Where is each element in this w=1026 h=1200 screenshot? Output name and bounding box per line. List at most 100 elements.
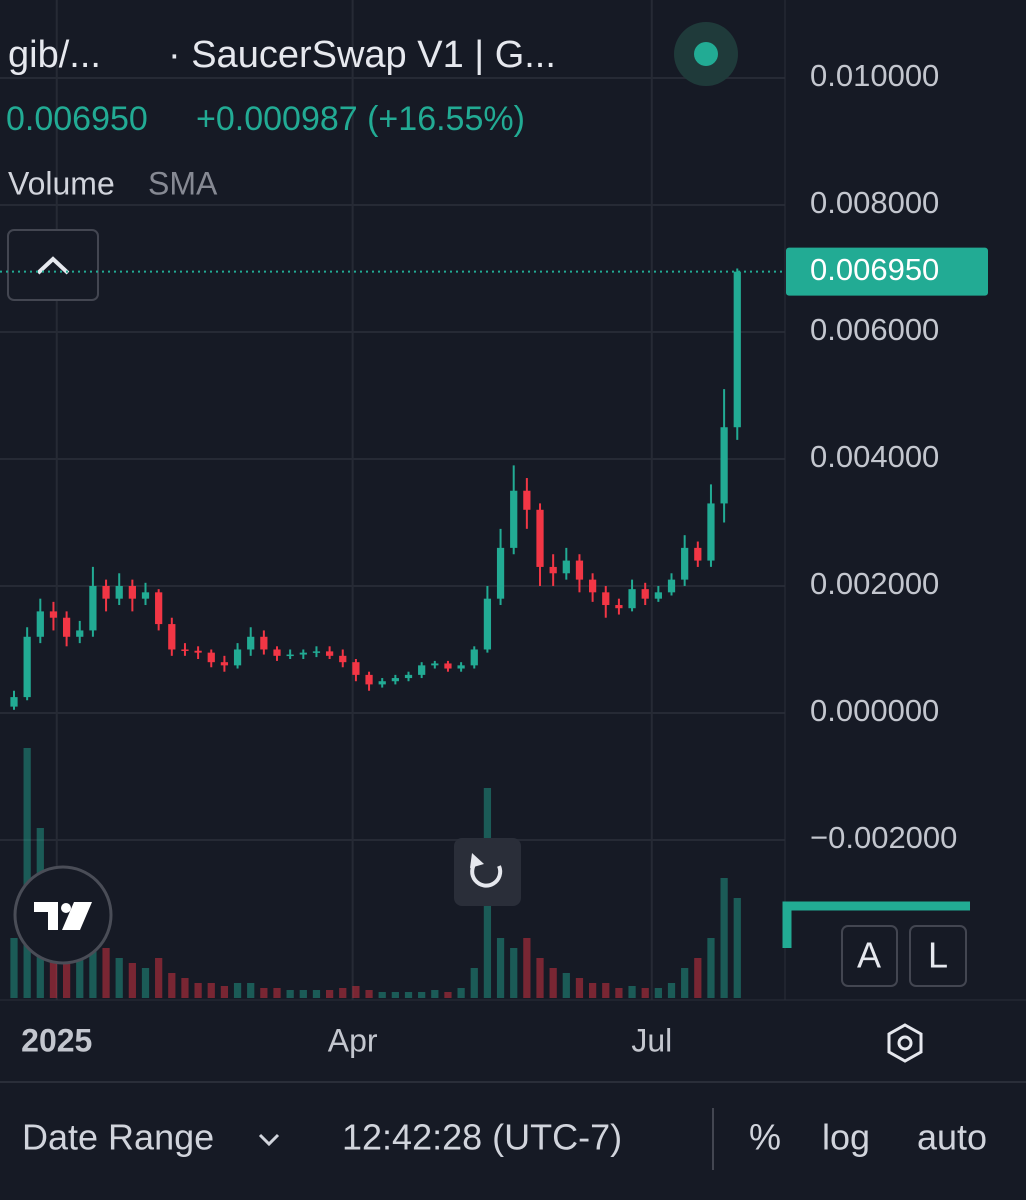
candles — [10, 268, 741, 710]
auto-button[interactable]: auto — [917, 1117, 987, 1158]
candle-body — [207, 652, 215, 663]
volume-bar — [641, 988, 649, 998]
candle-body — [312, 651, 321, 653]
logo[interactable] — [13, 865, 113, 965]
settings-icon-center — [897, 1035, 913, 1051]
logo-dot — [61, 903, 71, 913]
clock[interactable]: 12:42:28 (UTC-7) — [342, 1117, 622, 1158]
volume-bar — [575, 978, 584, 998]
candle-body — [720, 427, 728, 504]
volume-bar — [102, 948, 110, 998]
candle-body — [247, 636, 255, 650]
log-scale-button[interactable] — [909, 925, 967, 987]
symbol[interactable]: gib/... — [8, 34, 101, 76]
auto-scale-button[interactable] — [841, 925, 898, 987]
reset-icon — [470, 860, 503, 888]
price: 0.006950 — [6, 100, 148, 138]
volume-bar — [325, 990, 334, 998]
volume-bar — [207, 983, 215, 998]
collapse-icon — [36, 256, 70, 275]
candle-body — [562, 560, 570, 574]
volume-bar — [549, 968, 557, 998]
candle-body — [641, 589, 649, 599]
volume-bar — [667, 983, 676, 998]
logo-mark — [34, 902, 92, 930]
reset-arrow — [470, 853, 484, 868]
exchange[interactable]: · SaucerSwap V1 | G... — [168, 34, 556, 76]
candle-body — [273, 649, 281, 656]
candle-body — [404, 674, 413, 679]
volume-bar — [733, 898, 741, 998]
volume-bar — [681, 968, 689, 998]
indicator-detail[interactable]: SMA — [148, 165, 218, 201]
volume-bar — [10, 938, 18, 998]
candle-body — [694, 547, 702, 561]
volume-bar — [431, 990, 439, 998]
date-range-button[interactable]: Date Range — [22, 1117, 214, 1158]
volume-bar — [602, 983, 610, 998]
volume-bar — [444, 992, 452, 998]
candle-body — [667, 579, 676, 593]
candle-body — [431, 663, 439, 666]
candle-body — [102, 585, 110, 599]
candle-body — [418, 665, 426, 675]
volume-bar — [562, 973, 570, 998]
volume-bar — [457, 988, 465, 998]
candle-body — [615, 605, 623, 609]
volume-bar — [654, 988, 662, 998]
settings-icon[interactable] — [887, 1023, 923, 1063]
volume-bar — [404, 992, 413, 998]
candle-body — [233, 649, 242, 666]
volume-bar — [299, 990, 307, 998]
auto-scale-label: A — [857, 935, 881, 976]
volume-bar — [286, 990, 294, 998]
candle-body — [181, 649, 189, 651]
candle-body — [733, 271, 741, 428]
volume-bar — [352, 986, 360, 998]
volume-bar — [615, 988, 623, 998]
candle-body — [220, 662, 229, 666]
log-button[interactable]: log — [822, 1117, 870, 1158]
volume-bar — [312, 990, 321, 998]
candle-body — [496, 547, 505, 599]
indicator-name[interactable]: Volume — [8, 165, 115, 201]
volume-bar — [628, 986, 636, 998]
volume-bar — [365, 990, 373, 998]
y-tick-label: 0.010000 — [810, 58, 939, 93]
reset-button[interactable] — [454, 838, 521, 906]
collapse-button[interactable] — [7, 229, 99, 301]
candle-body — [352, 662, 360, 675]
y-tick-label: 0.002000 — [810, 566, 939, 601]
volume-bar — [23, 748, 31, 998]
volume-bar — [510, 948, 518, 998]
volume-bar — [76, 948, 84, 998]
candle-body — [510, 490, 518, 548]
x-tick-label: Apr — [328, 1022, 378, 1058]
volume-bar — [128, 963, 136, 998]
volume-bar — [720, 878, 728, 998]
volume-bar — [115, 958, 123, 998]
volume-bar — [181, 978, 189, 998]
volume-bar — [220, 986, 229, 998]
percent-button[interactable]: % — [749, 1117, 781, 1158]
volume-bar — [536, 958, 544, 998]
volume-bar — [247, 983, 255, 998]
candle-body — [588, 579, 597, 593]
candle-body — [378, 681, 386, 685]
y-tick-label: 0.000000 — [810, 693, 939, 728]
x-tick-label: Jul — [631, 1022, 672, 1058]
volume-bar — [523, 938, 531, 998]
candle-body — [168, 624, 176, 650]
candle-body — [444, 663, 452, 669]
y-tick-label: 0.008000 — [810, 185, 939, 220]
volume-bar — [496, 938, 505, 998]
change: +0.000987 (+16.55%) — [196, 100, 525, 138]
volume-bar — [378, 992, 386, 998]
candle-body — [325, 651, 334, 656]
candle-body — [365, 674, 373, 685]
candle-body — [470, 649, 478, 666]
candle-body — [654, 592, 662, 599]
candle-body — [194, 650, 202, 653]
volume-bar — [233, 983, 242, 998]
volume-bar — [588, 983, 597, 998]
